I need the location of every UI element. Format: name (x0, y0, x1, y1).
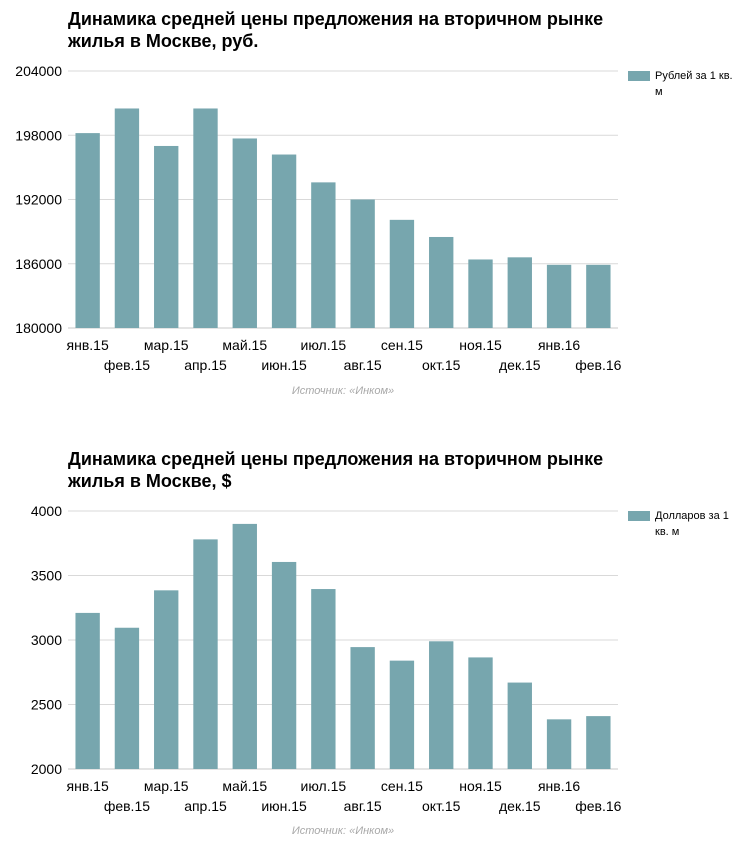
bar (586, 264, 611, 328)
bar (350, 199, 375, 328)
x-tick-label: дек.15 (499, 357, 541, 373)
legend-label: Рублей за 1 кв. м (655, 70, 733, 98)
x-tick-label: янв.15 (67, 337, 109, 353)
x-tick-label: июл.15 (301, 337, 347, 353)
bar (389, 660, 415, 769)
x-tick-label: июн.15 (261, 798, 307, 814)
bar (114, 627, 140, 769)
bar (350, 647, 375, 769)
bar (311, 589, 336, 769)
bar (429, 236, 454, 328)
y-tick-label: 2500 (31, 697, 62, 713)
bar (389, 219, 415, 328)
chart-title: Динамика средней цены предложения на вто… (68, 8, 628, 52)
x-tick-label: ноя.15 (459, 337, 502, 353)
x-tick-label: мар.15 (144, 778, 189, 794)
source-note: Источник: «Инком» (291, 825, 395, 837)
x-tick-label: сен.15 (381, 337, 423, 353)
bar (271, 154, 297, 328)
bar (507, 257, 532, 328)
x-tick-label: янв.15 (67, 778, 109, 794)
bar (114, 108, 140, 329)
bar (75, 612, 100, 769)
bar (193, 108, 218, 329)
chart-plot: 180000 186000 192000 198000 204000 янв.15 фев.… (15, 63, 621, 373)
chart-title-line: Динамика средней цены предложения на вто… (68, 449, 604, 469)
x-tick-label: апр.15 (184, 357, 227, 373)
y-tick-label: 186000 (15, 256, 62, 272)
legend-label: Долларов за 1 кв. м (655, 510, 729, 538)
legend-swatch (628, 71, 650, 81)
x-tick-label: авг.15 (344, 357, 382, 373)
y-tick-label: 204000 (15, 63, 62, 79)
x-tick-label: янв.16 (538, 337, 580, 353)
y-tick-label: 3000 (31, 632, 62, 648)
x-tick-label: дек.15 (499, 798, 541, 814)
x-tick-label: июл.15 (301, 778, 347, 794)
bar (154, 145, 179, 328)
y-tick-label: 180000 (15, 320, 62, 336)
bar (271, 561, 297, 769)
bar (311, 182, 336, 328)
bar (75, 133, 100, 328)
y-tick-label: 4000 (31, 503, 62, 519)
x-tick-label: июн.15 (261, 357, 307, 373)
chart-usd: Динамика средней цены предложения на вто… (0, 440, 737, 846)
legend-swatch (628, 511, 650, 521)
x-tick-label: апр.15 (184, 798, 227, 814)
chart-title: Динамика средней цены предложения на вто… (68, 448, 628, 492)
x-tick-label: мар.15 (144, 337, 189, 353)
x-tick-label: фев.15 (104, 357, 150, 373)
x-tick-label: фев.16 (575, 357, 621, 373)
bar (232, 523, 257, 769)
chart-title-line: жилья в Москве, $ (68, 471, 232, 491)
bar (546, 264, 572, 328)
bar (507, 682, 532, 769)
bar (429, 641, 454, 769)
x-tick-label: май.15 (222, 778, 267, 794)
x-tick-label: окт.15 (422, 357, 461, 373)
bar (232, 138, 257, 328)
chart-rub: Динамика средней цены предложения на вто… (0, 0, 737, 420)
bar (468, 657, 493, 769)
y-tick-label: 2000 (31, 761, 62, 777)
x-tick-label: ноя.15 (459, 778, 502, 794)
x-tick-label: сен.15 (381, 778, 423, 794)
bar (468, 259, 493, 328)
x-tick-label: май.15 (222, 337, 267, 353)
y-tick-label: 3500 (31, 568, 62, 584)
x-tick-label: фев.16 (575, 798, 621, 814)
y-tick-label: 198000 (15, 127, 62, 143)
bar (154, 590, 179, 769)
x-tick-label: окт.15 (422, 798, 461, 814)
chart-plot: 2000 2500 3000 3500 4000 янв.15 фев.15 мар.15 ап… (31, 503, 622, 814)
source-note: Источник: «Инком» (291, 385, 395, 397)
chart-title-line: жилья в Москве, руб. (68, 31, 259, 51)
y-tick-label: 192000 (15, 192, 62, 208)
x-tick-label: авг.15 (344, 798, 382, 814)
chart-title-line: Динамика средней цены предложения на вто… (68, 9, 604, 29)
bar (546, 719, 572, 769)
bar (586, 716, 611, 769)
x-tick-label: фев.15 (104, 798, 150, 814)
x-tick-label: янв.16 (538, 778, 580, 794)
bar (193, 539, 218, 769)
